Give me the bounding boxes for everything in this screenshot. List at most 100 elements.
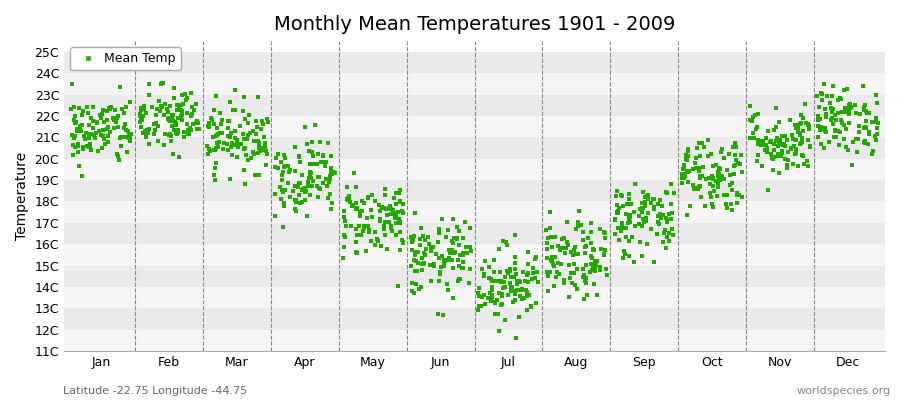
Point [133,113,148,119]
Point [281,163,295,169]
Point [750,157,764,164]
Point [706,175,720,181]
Point [241,112,256,118]
Point [817,125,832,132]
Point [446,216,461,222]
Point [837,87,851,94]
Point [779,162,794,168]
Point [251,150,266,156]
Point [810,116,824,123]
Point [803,144,817,150]
Point [455,265,470,272]
Point [286,188,301,194]
Point [638,198,652,205]
Point [361,223,375,230]
Point [659,215,673,221]
Point [633,206,647,212]
Point [338,218,352,224]
Point [703,181,717,188]
Point [840,107,854,114]
Point [68,120,82,126]
Bar [64,287,885,308]
Point [493,269,508,275]
Point [237,146,251,152]
Point [338,234,352,240]
Point [634,253,649,259]
Point [324,168,338,175]
Point [841,146,855,153]
Point [713,176,727,183]
Point [288,208,302,214]
Point [504,288,518,294]
Point [636,205,651,212]
Point [208,146,222,153]
Point [504,284,518,290]
Point [311,150,326,157]
Point [766,167,780,173]
Point [86,131,101,138]
Point [163,102,177,109]
Point [383,206,398,212]
Point [220,125,235,132]
Point [759,142,773,148]
Point [494,291,508,297]
Point [640,192,654,199]
Point [408,268,422,274]
Point [543,209,557,215]
Point [336,254,350,261]
Point [371,238,385,244]
Point [634,205,649,211]
Point [608,193,623,200]
Point [233,123,248,129]
Point [348,249,363,256]
Point [508,260,522,266]
Point [650,230,664,237]
Point [100,126,114,132]
Point [385,207,400,214]
Point [651,201,665,207]
Point [350,205,365,211]
Point [751,140,765,147]
Point [67,117,81,124]
Point [357,200,372,206]
Point [691,168,706,174]
Point [174,113,188,120]
Point [148,127,162,133]
Point [355,207,369,214]
Point [759,134,773,141]
Point [485,294,500,300]
Point [292,192,306,198]
Point [368,197,382,204]
Point [529,268,544,275]
Point [823,100,837,107]
Point [508,290,522,297]
Point [680,152,694,158]
Point [680,167,695,174]
Point [571,218,585,225]
Point [575,237,590,244]
Point [407,257,421,264]
Point [850,149,864,155]
Point [858,124,872,131]
Point [248,151,262,158]
Point [783,145,797,152]
Point [209,92,223,99]
Point [449,235,464,242]
Point [153,103,167,110]
Point [503,280,517,286]
Point [706,162,720,169]
Point [122,135,136,142]
Point [838,104,852,111]
Point [788,143,802,150]
Point [772,119,787,126]
Point [860,118,874,124]
Point [166,95,181,101]
Point [339,196,354,202]
Point [433,270,447,277]
Point [829,117,843,124]
Point [745,114,760,120]
Point [817,81,832,88]
Point [660,234,674,240]
Point [623,214,637,220]
Point [259,162,274,168]
